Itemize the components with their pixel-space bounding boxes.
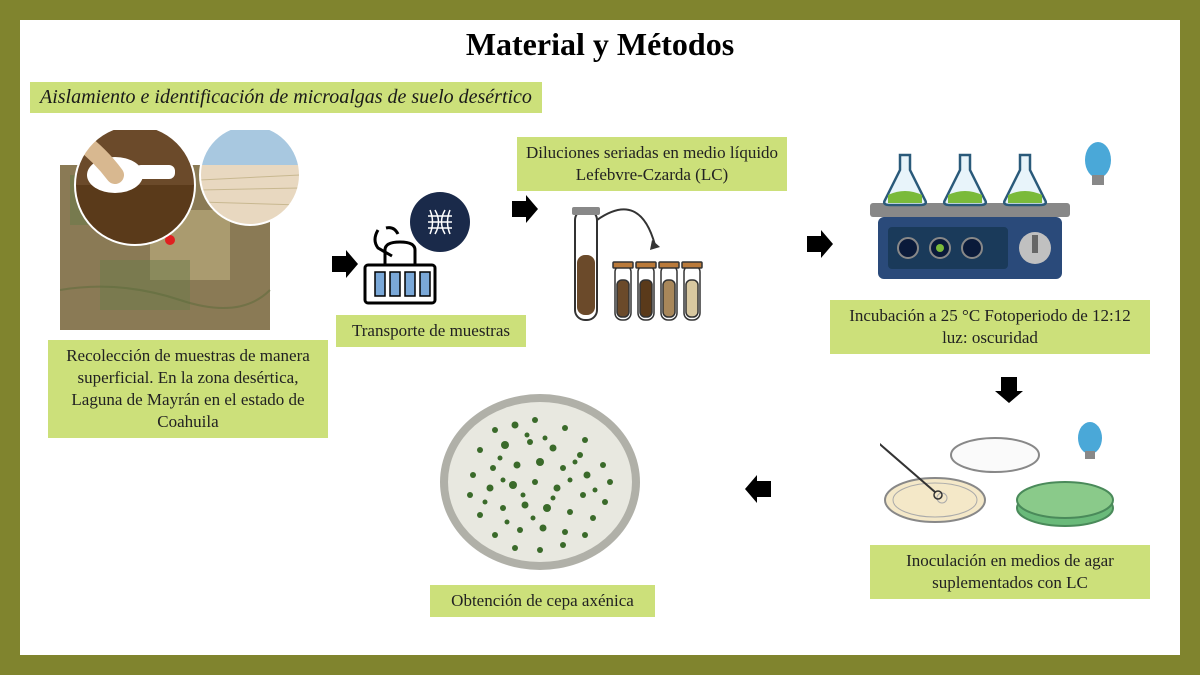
transport-illustration: [350, 190, 480, 310]
agar-label: Inoculación en medios de agar suplementa…: [870, 545, 1150, 599]
arrow-right-icon: [805, 230, 833, 258]
infographic-canvas: Material y Métodos Aislamiento e identif…: [20, 20, 1180, 655]
agar-illustration: [880, 420, 1120, 535]
incubation-label: Incubación a 25 °C Fotoperiodo de 12:12 …: [830, 300, 1150, 354]
page-title: Material y Métodos: [20, 20, 1180, 63]
subtitle-box: Aislamiento e identificación de microalg…: [30, 82, 542, 113]
arrow-right-icon: [330, 250, 358, 278]
collection-label: Recolección de muestras de manera superf…: [48, 340, 328, 438]
axenic-label: Obtención de cepa axénica: [430, 585, 655, 617]
incubation-illustration: [860, 135, 1120, 295]
dilutions-illustration: [560, 195, 720, 335]
arrow-down-icon: [995, 375, 1023, 403]
arrow-right-icon: [510, 195, 538, 223]
axenic-illustration: [435, 390, 645, 575]
dilutions-label: Diluciones seriadas en medio líquido Lef…: [517, 137, 787, 191]
transport-label: Transporte de muestras: [336, 315, 526, 347]
collection-illustration: [60, 130, 320, 330]
arrow-left-icon: [745, 475, 773, 503]
